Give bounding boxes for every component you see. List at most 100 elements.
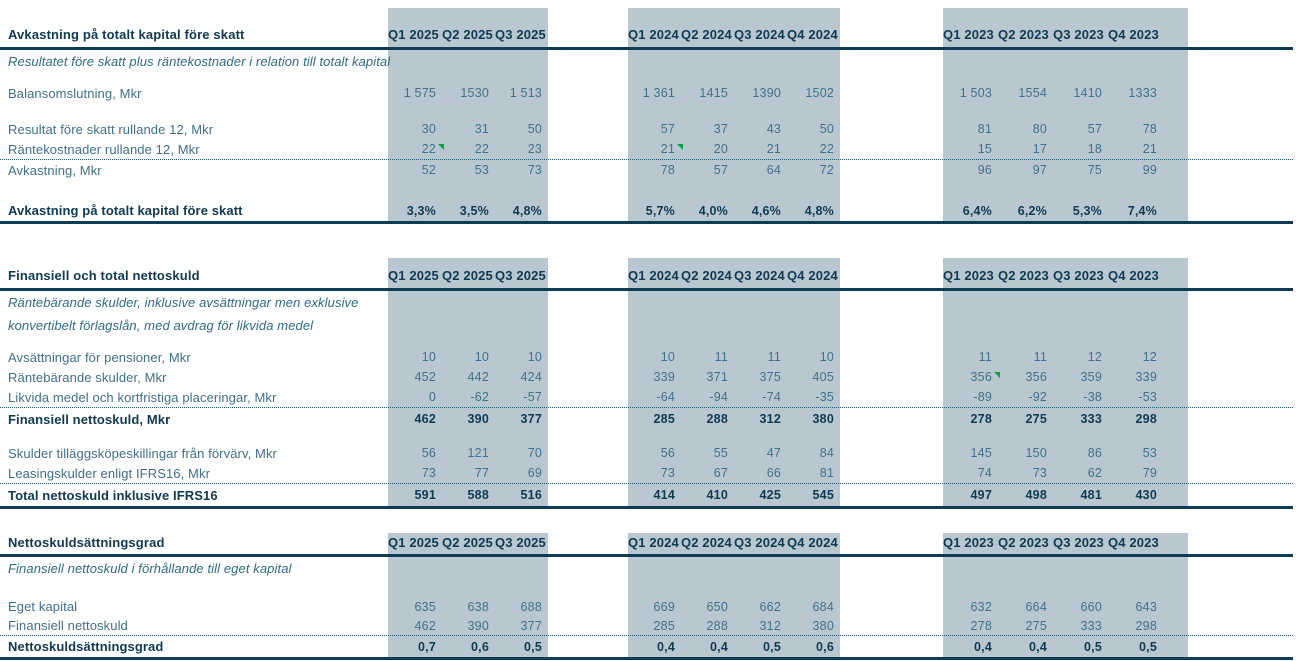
value-cell: 312 [759, 618, 781, 633]
value-cell: 0,4 [710, 639, 728, 654]
column-header: Q4 2023 [1108, 27, 1159, 42]
row-spacer [0, 103, 1293, 119]
column-header: Q2 2025 [442, 268, 493, 283]
value-cell: 298 [1135, 412, 1157, 426]
value-cell: 84 [819, 446, 834, 460]
value-cell: -94 [709, 390, 728, 404]
table-total-row: Finansiell nettoskuld, Mkr 462 390 377 285 28… [0, 408, 1293, 430]
value-cell: 660 [1080, 599, 1102, 614]
value-cell: 1 503 [959, 86, 992, 100]
table-subtitle-row: Räntebärande skulder, inklusive avsättni… [0, 291, 1293, 314]
value-cell: 67 [713, 466, 728, 480]
value-cell: 75 [1087, 163, 1102, 177]
column-header: Q2 2025 [442, 535, 493, 550]
value-cell: 312 [759, 412, 781, 426]
column-header: Q1 2024 [628, 535, 679, 550]
value-cell: 591 [414, 488, 436, 502]
value-cell: 380 [812, 618, 834, 633]
column-header: Q4 2024 [787, 535, 838, 550]
value-cell: 57 [660, 122, 675, 136]
table-row: Räntekostnader rullande 12, Mkr 22 22 23 21 2… [0, 139, 1293, 160]
value-cell: 275 [1025, 618, 1047, 633]
value-cell: -57 [523, 390, 542, 404]
value-cell: 481 [1080, 488, 1102, 502]
value-cell: 73 [421, 466, 436, 480]
value-cell: 1530 [460, 86, 489, 100]
table-row: Avkastning, Mkr 52 53 73 78 57 64 72 96 97 75 99 [0, 160, 1293, 180]
financial-table: Avkastning på totalt kapital före skatt Q… [0, 8, 1293, 224]
row-label: Finansiell nettoskuld, Mkr [8, 411, 171, 427]
value-cell: 64 [766, 163, 781, 177]
table-total-row: Nettoskuldsättningsgrad 0,7 0,6 0,5 0,4 0,4 0,… [0, 636, 1293, 657]
value-cell: 11 [1033, 350, 1047, 364]
quarter-group-band [943, 8, 1188, 221]
value-cell: 430 [1135, 488, 1157, 502]
column-header: Q2 2023 [998, 535, 1049, 550]
value-cell: 74 [977, 466, 992, 480]
value-cell: 21 [628, 142, 683, 156]
value-cell: 650 [706, 599, 728, 614]
value-cell: -62 [470, 390, 489, 404]
quarter-group-band [943, 258, 1188, 506]
value-cell: 31 [474, 122, 489, 136]
value-cell: 57 [713, 163, 728, 177]
value-cell: 62 [1087, 466, 1102, 480]
value-cell: 50 [527, 122, 542, 136]
row-label: Leasingskulder enligt IFRS16, Mkr [8, 465, 211, 481]
value-cell: 375 [759, 370, 781, 384]
table-row: Räntebärande skulder, Mkr 452 442 424 339 371… [0, 367, 1293, 387]
column-header: Q4 2024 [787, 27, 838, 42]
value-cell: 11 [978, 350, 992, 364]
value-cell: 11 [714, 350, 728, 364]
value-cell: 56 [660, 446, 675, 460]
value-cell: 0,5 [1139, 639, 1157, 654]
value-cell: 339 [1135, 370, 1157, 384]
value-cell: 73 [1032, 466, 1047, 480]
column-header: Q1 2024 [628, 268, 679, 283]
value-cell: 80 [1032, 122, 1047, 136]
value-cell: 4,6% [751, 203, 781, 218]
column-header: Q4 2023 [1108, 268, 1159, 283]
table-total-row: Avkastning på totalt kapital före skatt 3… [0, 200, 1293, 221]
value-cell: 52 [421, 163, 436, 177]
value-cell: 73 [527, 163, 542, 177]
value-cell: 1 575 [403, 86, 436, 100]
value-cell: 78 [1142, 122, 1157, 136]
value-cell: 78 [660, 163, 675, 177]
column-header: Q2 2024 [681, 27, 732, 42]
value-cell: 1415 [699, 86, 728, 100]
value-cell: 47 [766, 446, 781, 460]
value-cell: 462 [414, 618, 436, 633]
value-cell: 356 [1025, 370, 1047, 384]
column-header: Q2 2023 [998, 27, 1049, 42]
column-header: Q3 2025 [495, 535, 546, 550]
value-cell: 664 [1025, 599, 1047, 614]
value-cell: 17 [1032, 142, 1047, 156]
value-cell: 70 [527, 446, 542, 460]
column-header: Q3 2024 [734, 27, 785, 42]
value-cell: 30 [421, 122, 436, 136]
value-cell: 10 [819, 350, 834, 364]
quarter-group-band [628, 533, 840, 657]
value-cell: 23 [527, 142, 542, 156]
value-cell: 77 [474, 466, 489, 480]
value-cell: -89 [973, 390, 992, 404]
row-label: Likvida medel och kortfristiga placering… [8, 389, 277, 405]
value-cell: 81 [819, 466, 834, 480]
table-subtitle-row: konvertibelt förlagslån, med avdrag för … [0, 314, 1293, 337]
value-cell: 285 [653, 412, 675, 426]
value-cell: 684 [812, 599, 834, 614]
value-cell: 86 [1087, 446, 1102, 460]
value-cell: 53 [474, 163, 489, 177]
table-row: Finansiell nettoskuld 462 390 377 285 288 312 3… [0, 616, 1293, 636]
row-label: Räntebärande skulder, Mkr [8, 369, 167, 385]
column-header: Q3 2024 [734, 535, 785, 550]
value-cell: 12 [1142, 350, 1157, 364]
value-cell: 1 513 [509, 86, 542, 100]
table-row: Resultat före skatt rullande 12, Mkr 30 31… [0, 119, 1293, 139]
value-cell: 298 [1135, 618, 1157, 633]
value-cell: 638 [467, 599, 489, 614]
column-header: Q1 2025 [388, 268, 439, 283]
column-header: Q1 2023 [943, 268, 994, 283]
